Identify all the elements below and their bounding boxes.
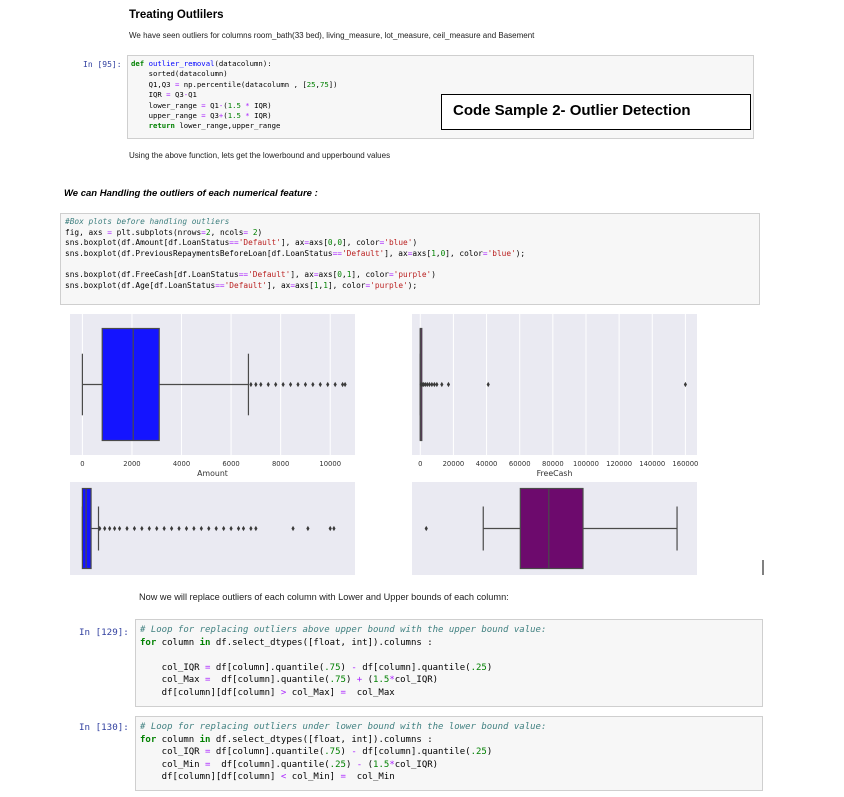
code-text: #Box plots before handling outliers fig,… — [65, 217, 526, 290]
outlier-point — [192, 525, 196, 532]
section-heading: Treating Outlilers — [129, 9, 224, 21]
outlier-point — [162, 525, 166, 532]
outlier-point — [311, 381, 315, 388]
iqr-box — [81, 487, 92, 570]
tick-label: 0 — [418, 460, 422, 468]
outlier-point — [214, 525, 218, 532]
outlier-point — [446, 381, 451, 388]
intro-text: We have seen outliers for columns room_b… — [129, 31, 535, 40]
outlier-point — [424, 525, 428, 532]
code-cell-boxplots[interactable]: #Box plots before handling outliers fig,… — [60, 213, 760, 305]
tick-label: 160000 — [672, 460, 698, 468]
cell-prompt: In [130]: — [79, 722, 129, 733]
outlier-point — [343, 381, 347, 388]
tick-label: 60000 — [509, 460, 531, 468]
outlier-point — [170, 525, 174, 532]
outlier-point — [435, 381, 439, 388]
tick-label: 8000 — [272, 460, 289, 468]
outlier-point — [108, 525, 112, 532]
tick-label: 4000 — [173, 460, 190, 468]
outlier-point — [177, 525, 181, 532]
outlier-point — [117, 525, 122, 532]
plot-area — [70, 482, 355, 575]
outlier-point — [306, 525, 310, 532]
tick-label: 6000 — [222, 460, 239, 468]
outlier-point — [254, 381, 258, 388]
tick-label: 40000 — [476, 460, 498, 468]
outlier-point — [147, 525, 151, 532]
outlier-point — [199, 525, 203, 532]
cell-prompt: In [129]: — [79, 627, 129, 638]
code-text: # Loop for replacing outliers under lowe… — [140, 722, 547, 783]
tick-label: 80000 — [542, 460, 564, 468]
axis-label: FreeCash — [537, 469, 573, 478]
tick-label: 10000 — [319, 460, 341, 468]
outlier-point — [241, 525, 246, 532]
outlier-point — [281, 381, 285, 388]
outlier-point — [259, 381, 263, 388]
outlier-point — [423, 381, 427, 388]
code-text: # Loop for replacing outliers above uppe… — [140, 625, 547, 698]
code-sample-callout: Code Sample 2- Outlier Detection — [441, 94, 751, 130]
tick-label: 20000 — [443, 460, 465, 468]
tick-label: 0 — [80, 460, 84, 468]
tick-label: 140000 — [639, 460, 665, 468]
outlier-point — [266, 381, 270, 388]
outlier-point — [432, 381, 436, 388]
code-text: def outlier_removal(datacolumn): sorted(… — [131, 59, 338, 131]
outlier-point — [427, 381, 431, 388]
outlier-point — [98, 525, 102, 532]
outlier-point — [303, 381, 308, 388]
outlier-point — [222, 525, 226, 532]
outlier-point — [132, 525, 137, 532]
outlier-point — [103, 525, 107, 532]
outlier-point — [254, 525, 258, 532]
outlier-point — [155, 525, 159, 532]
plot-area — [412, 314, 697, 455]
outlier-point — [332, 525, 336, 532]
outlier-point — [291, 525, 295, 532]
outlier-point — [288, 381, 293, 388]
outlier-point — [430, 381, 434, 388]
numerical-outliers-heading: We can Handling the outliers of each num… — [64, 188, 318, 199]
outlier-point — [140, 525, 144, 532]
outlier-point — [425, 381, 429, 388]
outlier-point — [184, 525, 189, 532]
outlier-point — [249, 381, 253, 388]
replace-outliers-text: Now we will replace outliers of each col… — [139, 592, 509, 602]
outlier-point — [274, 381, 278, 388]
outlier-point — [486, 381, 490, 388]
outlier-point — [229, 525, 233, 532]
outlier-point — [683, 381, 688, 388]
outlier-point — [236, 525, 241, 532]
axis-label: Amount — [197, 469, 228, 478]
after-function-text: Using the above function, lets get the l… — [129, 151, 391, 160]
outlier-point — [440, 381, 444, 388]
outlier-point — [318, 381, 322, 388]
tick-label: 100000 — [573, 460, 599, 468]
outlier-point — [341, 381, 345, 388]
outlier-point — [296, 381, 300, 388]
outlier-point — [326, 381, 330, 388]
outlier-point — [207, 525, 211, 532]
outlier-point — [328, 525, 332, 532]
outlier-point — [249, 525, 253, 532]
cell-prompt: In [95]: — [83, 60, 122, 69]
tick-label: 2000 — [123, 460, 140, 468]
code-cell-upper-bound[interactable]: # Loop for replacing outliers above uppe… — [135, 619, 763, 707]
outlier-point — [113, 525, 117, 532]
iqr-box — [101, 327, 160, 442]
code-cell-lower-bound[interactable]: # Loop for replacing outliers under lowe… — [135, 716, 763, 791]
outlier-point — [125, 525, 129, 532]
tick-label: 120000 — [606, 460, 632, 468]
outlier-point — [421, 381, 426, 388]
iqr-box — [519, 487, 584, 570]
outlier-point — [333, 381, 337, 388]
